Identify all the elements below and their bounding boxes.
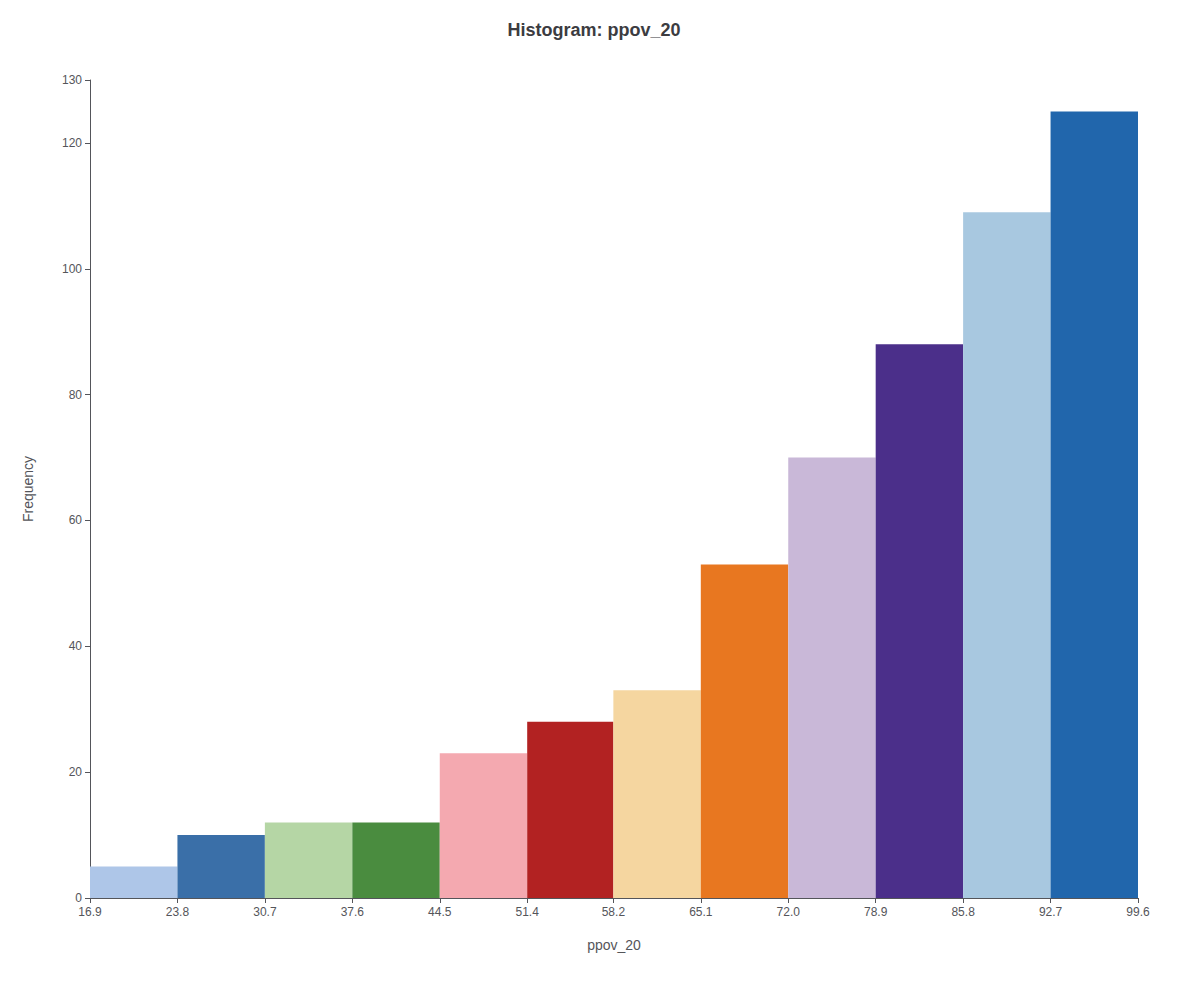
- svg-text:ppov_20: ppov_20: [587, 937, 641, 953]
- svg-text:99.6: 99.6: [1126, 905, 1150, 919]
- svg-text:Frequency: Frequency: [20, 456, 36, 522]
- svg-text:65.1: 65.1: [689, 905, 713, 919]
- svg-text:23.8: 23.8: [166, 905, 190, 919]
- svg-text:78.9: 78.9: [864, 905, 888, 919]
- svg-text:58.2: 58.2: [602, 905, 626, 919]
- svg-text:Histogram: ppov_20: Histogram: ppov_20: [507, 20, 680, 40]
- svg-text:20: 20: [69, 765, 83, 779]
- svg-text:100: 100: [62, 262, 82, 276]
- svg-text:92.7: 92.7: [1039, 905, 1063, 919]
- svg-text:120: 120: [62, 136, 82, 150]
- svg-text:16.9: 16.9: [78, 905, 102, 919]
- svg-text:30.7: 30.7: [253, 905, 277, 919]
- svg-text:0: 0: [75, 891, 82, 905]
- svg-text:60: 60: [69, 513, 83, 527]
- svg-text:37.6: 37.6: [341, 905, 365, 919]
- svg-text:80: 80: [69, 388, 83, 402]
- svg-text:85.8: 85.8: [951, 905, 975, 919]
- svg-text:40: 40: [69, 639, 83, 653]
- svg-text:51.4: 51.4: [516, 905, 540, 919]
- svg-text:130: 130: [62, 73, 82, 87]
- svg-text:72.0: 72.0: [777, 905, 801, 919]
- svg-text:44.5: 44.5: [428, 905, 452, 919]
